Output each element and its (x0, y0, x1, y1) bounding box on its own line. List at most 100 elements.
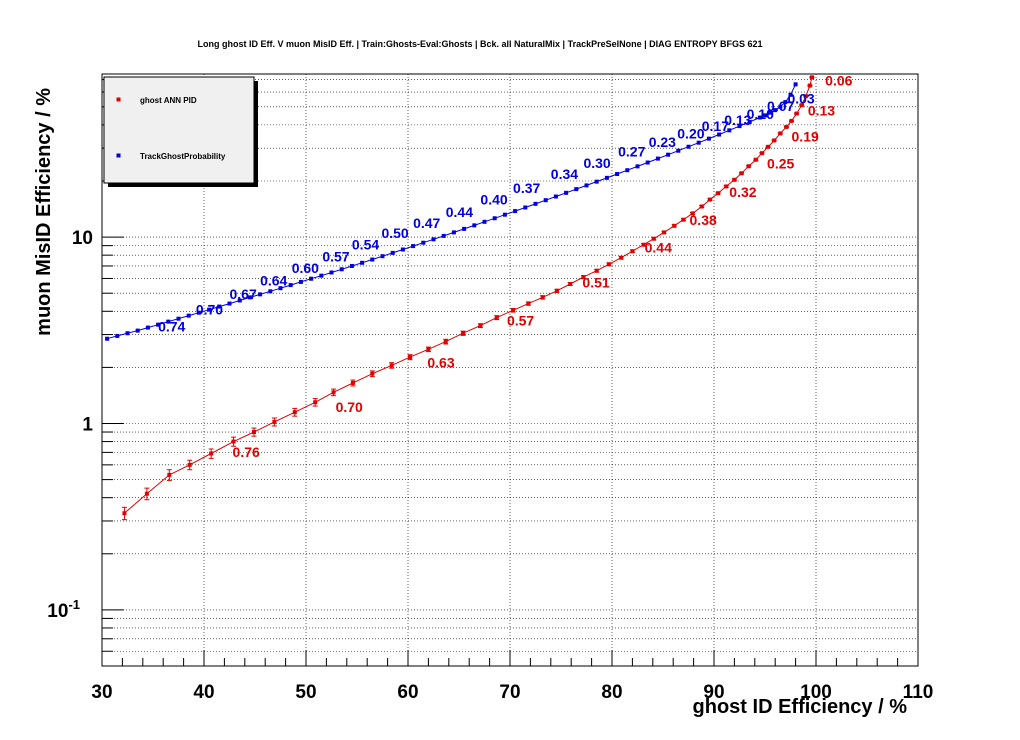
x-tick-label: 70 (499, 682, 520, 703)
data-point (492, 216, 497, 221)
data-point (288, 283, 293, 288)
data-point (630, 249, 635, 254)
data-point (360, 260, 365, 265)
data-point (411, 244, 416, 249)
data-point (766, 144, 771, 149)
cut-label: 0.03 (787, 91, 814, 107)
x-tick-label: 100 (800, 682, 832, 703)
x-tick-label: 110 (903, 682, 934, 703)
data-point (594, 268, 599, 273)
data-point (581, 275, 586, 280)
legend-marker-ghost-ann-pid (116, 97, 121, 102)
data-point (606, 262, 611, 267)
data-point (625, 168, 630, 173)
data-point (724, 184, 729, 189)
data-point (641, 242, 646, 247)
data-point (231, 439, 236, 444)
data-point (494, 315, 499, 320)
legend: ghost ANN PID TrackGhostProbability (103, 76, 258, 187)
data-point (773, 108, 778, 113)
cut-label: 0.34 (551, 166, 578, 182)
data-point (543, 198, 548, 203)
data-point (329, 270, 334, 275)
y-tick-label: 1 (82, 414, 93, 435)
x-tick-label: 90 (703, 682, 724, 703)
cut-label: 0.60 (292, 260, 319, 276)
data-point (803, 94, 808, 99)
data-point (635, 164, 640, 169)
x-tick-label: 80 (601, 682, 622, 703)
data-point (268, 289, 273, 294)
data-point (727, 128, 732, 133)
data-point (278, 286, 283, 291)
y-tick-label: 10 (72, 228, 93, 249)
cut-label: 0.10 (747, 106, 774, 122)
data-point (686, 144, 691, 149)
cut-labels: 0.76 0.70 0.63 0.57 0.51 0.44 0.38 0.32 0.25 0.19… (158, 73, 853, 461)
cut-label: 0.74 (158, 318, 185, 334)
data-point (370, 257, 375, 262)
data-point (309, 276, 314, 281)
cut-label: 0.38 (690, 212, 717, 228)
data-point (783, 100, 788, 105)
data-point (319, 273, 324, 278)
data-point (696, 140, 701, 145)
data-point (747, 119, 752, 124)
data-point (809, 75, 814, 80)
legend-box (103, 76, 255, 184)
data-point (778, 104, 783, 109)
cut-label: 0.07 (767, 98, 794, 114)
data-point (793, 82, 798, 87)
cut-label: 0.23 (649, 134, 676, 150)
data-point (217, 304, 222, 309)
data-point (115, 333, 120, 338)
data-point (292, 410, 297, 415)
data-point (645, 160, 650, 165)
data-point (441, 233, 446, 238)
data-point (247, 295, 252, 300)
series-trackghostprobability (105, 82, 798, 341)
data-point (298, 279, 303, 284)
data-point (676, 148, 681, 153)
cut-label: 0.13 (724, 112, 751, 128)
data-point (167, 472, 172, 477)
data-point (757, 115, 762, 120)
x-tick-label: 60 (397, 682, 418, 703)
data-point (380, 254, 385, 259)
data-point (568, 282, 573, 287)
data-point (533, 201, 538, 206)
data-point (526, 301, 531, 306)
data-point (125, 331, 130, 336)
data-point (759, 151, 764, 156)
data-point (237, 298, 242, 303)
data-point (553, 194, 558, 199)
data-point (349, 263, 354, 268)
cut-label: 0.30 (583, 155, 610, 171)
cut-label: 0.47 (413, 215, 440, 231)
data-point (690, 211, 695, 216)
data-point (619, 255, 624, 260)
cut-label: 0.57 (322, 248, 349, 264)
data-point (662, 230, 667, 235)
data-point (135, 328, 140, 333)
data-point (227, 301, 232, 306)
data-point (666, 152, 671, 157)
x-tick-label: 30 (91, 682, 112, 703)
data-point (699, 204, 704, 209)
data-point (461, 331, 466, 336)
data-point (523, 205, 528, 210)
data-point (196, 310, 201, 315)
data-point (145, 325, 150, 330)
data-point (789, 118, 794, 123)
data-point (763, 113, 767, 118)
data-point (370, 371, 375, 376)
cut-label: 0.70 (336, 399, 363, 415)
cut-label: 0.76 (233, 444, 260, 460)
data-point (482, 219, 487, 224)
data-point (746, 164, 751, 169)
data-point (472, 223, 477, 228)
y-tick-label: 10-1 (47, 597, 80, 622)
chart-title: Long ghost ID Eff. V muon MisID Eff. | T… (197, 39, 762, 49)
data-point (313, 400, 318, 405)
